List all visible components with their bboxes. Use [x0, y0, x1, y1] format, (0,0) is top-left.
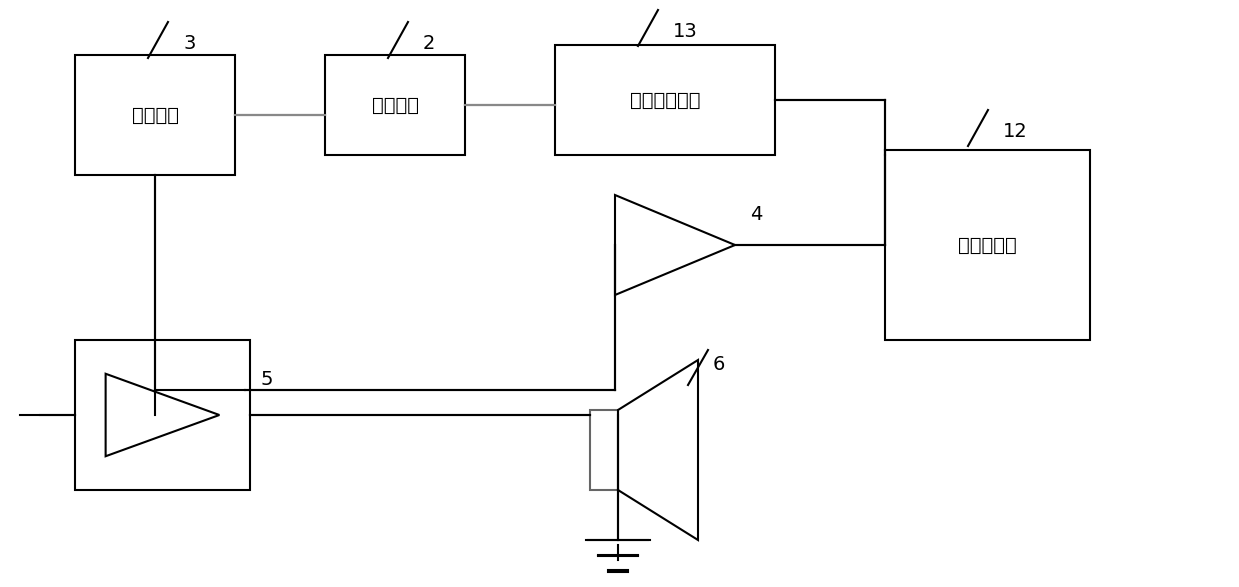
Text: 6: 6	[712, 355, 725, 374]
Text: 电流比较电路: 电流比较电路	[629, 90, 700, 110]
Bar	[325, 55, 465, 155]
Text: 电流镜电路: 电流镜电路	[958, 235, 1017, 255]
Bar	[76, 340, 250, 490]
Text: 4: 4	[750, 205, 762, 224]
Text: 3: 3	[183, 34, 196, 53]
Bar	[590, 410, 618, 490]
Bar	[555, 45, 776, 155]
Text: 12: 12	[1004, 122, 1027, 141]
Text: 13: 13	[673, 22, 698, 41]
Text: 控制电路: 控制电路	[372, 96, 419, 114]
Text: 5: 5	[260, 370, 273, 389]
Bar	[885, 150, 1090, 340]
Bar	[76, 55, 235, 175]
Text: 2: 2	[422, 34, 435, 53]
Text: 补偿电路: 补偿电路	[131, 106, 178, 124]
